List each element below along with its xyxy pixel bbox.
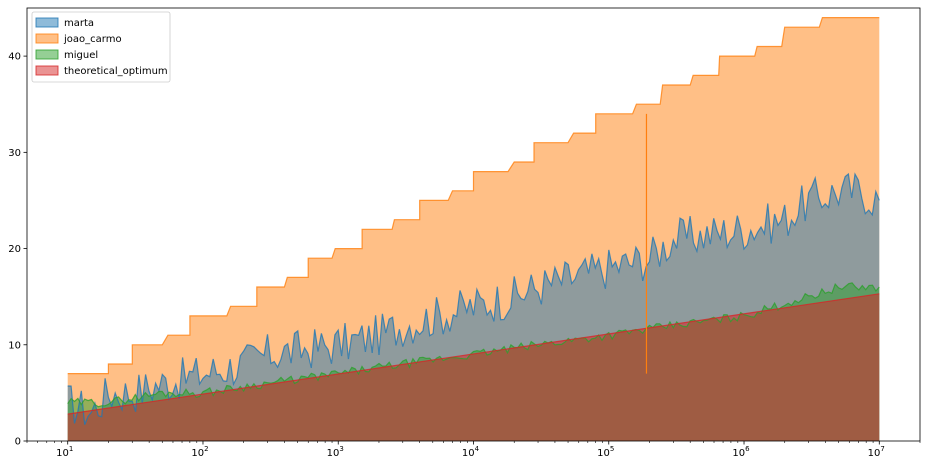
legend-swatch-miguel <box>35 49 59 60</box>
x-tick-label: 107 <box>868 445 885 459</box>
legend-label-joao-carmo: joao_carmo <box>63 34 122 45</box>
line-theoretical-optimum <box>67 293 880 415</box>
line-joao-carmo <box>67 17 880 375</box>
x-tick-label: 102 <box>191 445 208 459</box>
legend-swatch-joao-carmo <box>35 33 59 44</box>
legend-label-miguel: miguel <box>64 50 98 61</box>
x-tick-label: 104 <box>462 445 480 459</box>
legend-box <box>31 11 171 83</box>
y-tick-label: 20 <box>8 244 21 255</box>
y-axis: 0 10 20 30 40 <box>8 52 27 448</box>
legend-label-marta: marta <box>64 18 94 29</box>
y-tick-label: 0 <box>15 437 21 448</box>
x-tick-label: 105 <box>597 445 614 459</box>
series-areas <box>67 17 880 441</box>
legend-label-theoretical-optimum: theoretical_optimum <box>64 66 168 77</box>
line-marta <box>67 172 880 425</box>
legend-swatch-theoretical-optimum <box>35 65 59 76</box>
y-tick-label: 40 <box>8 52 21 63</box>
line-miguel <box>67 282 880 408</box>
series-lines <box>67 17 880 425</box>
x-tick-label: 103 <box>327 445 344 459</box>
y-tick-label: 30 <box>8 148 21 159</box>
x-axis: 101 102 103 104 105 106 107 <box>26 441 921 459</box>
x-tick-label: 101 <box>56 445 73 459</box>
area-theoretical-optimum <box>67 293 880 441</box>
y-tick-label: 10 <box>8 340 21 351</box>
x-tick-label: 106 <box>732 445 750 459</box>
legend-swatch-marta <box>35 17 59 28</box>
